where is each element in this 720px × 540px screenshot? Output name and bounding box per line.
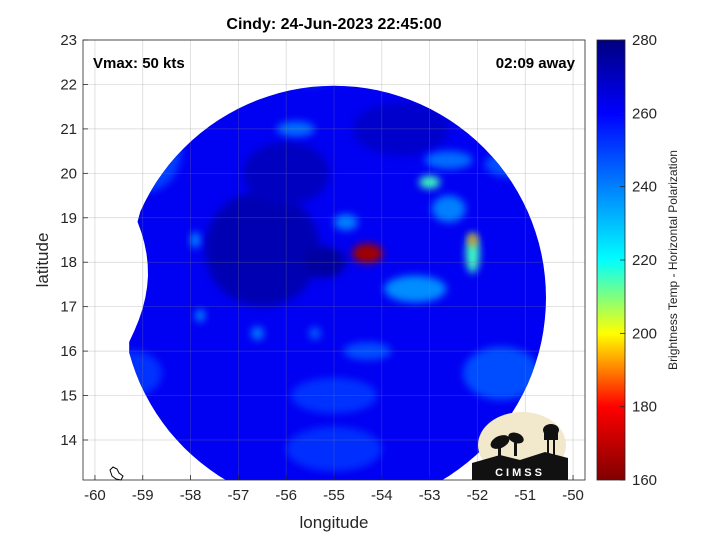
colorbar-tick-label: 260 [632,105,657,122]
y-tick-label: 17 [60,299,77,316]
x-tick-label: -57 [228,487,250,504]
swath-feature [463,346,540,401]
swath-feature [432,195,466,223]
y-tick-label: 14 [60,432,77,449]
x-axis-label: longitude [299,513,368,532]
swath-feature [468,233,477,247]
y-tick-label: 21 [60,121,77,138]
swath-feature [353,102,449,156]
swath-feature [302,246,346,278]
swath-feature [384,275,447,303]
swath-feature [290,377,378,414]
chart-title: Cindy: 24-Jun-2023 22:45:00 [226,16,441,33]
colorbar: 160 180 200 220 240 260 280 Brightness Temp - … [596,32,680,489]
swath-feature [204,191,320,307]
swath-feature [190,232,201,248]
x-tick-label: -56 [275,487,297,504]
swath-feature [195,309,205,322]
y-tick-label: 15 [60,388,77,405]
logo-text: CIMSS [495,467,545,479]
colorbar-ticks: 160 180 200 220 240 260 280 [620,32,657,489]
swath-background [129,85,546,480]
vmax-annotation: Vmax: 50 kts [93,55,185,72]
x-tick-label: -59 [132,487,154,504]
swath-feature [309,327,321,340]
y-tick-label: 22 [60,76,77,93]
colorbar-tick-label: 180 [632,399,657,416]
swath-feature [276,121,315,137]
swath-feature [352,243,383,264]
colorbar-tick-label: 240 [632,179,657,196]
x-tick-label: -60 [84,487,106,504]
x-tick-label: -50 [562,487,584,504]
y-tick-label: 18 [60,254,77,271]
time-away-annotation: 02:09 away [496,55,576,72]
y-tick-label: 16 [60,343,77,360]
grid-lines [83,39,585,480]
colorbar-tick-label: 200 [632,325,657,342]
swath-feature [343,342,392,360]
x-tick-label: -55 [323,487,345,504]
axis-ticks: -60 -59 -58 -57 -56 -55 -54 -53 -52 -51 -50 14 15 16 1… [60,32,584,504]
x-tick-label: -54 [371,487,393,504]
y-tick-label: 20 [60,165,77,182]
swath-feature [424,151,473,169]
y-tick-label: 19 [60,210,77,227]
x-tick-label: -58 [180,487,202,504]
colorbar-label: Brightness Temp - Horizontal Polarizatio… [666,150,680,370]
x-tick-label: -52 [467,487,489,504]
colorbar-tick-label: 220 [632,252,657,269]
y-tick-label: 23 [60,32,77,49]
y-axis-label: latitude [33,233,52,288]
x-tick-label: -53 [419,487,441,504]
colorbar-tick-label: 160 [632,472,657,489]
swath-feature [334,214,358,231]
cimss-logo: CIMSS [472,412,568,480]
island-outline [109,466,124,481]
swath-feature [243,142,330,205]
swath-feature [286,426,382,472]
swath-feature [419,176,441,189]
swath-feature [251,326,264,341]
x-tick-label: -51 [514,487,536,504]
colorbar-tick-label: 280 [632,32,657,49]
plot-area: -60 -59 -58 -57 -56 -55 -54 -53 -52 -51 -50 14 15 16 1… [60,32,586,504]
swath-image [129,85,546,480]
